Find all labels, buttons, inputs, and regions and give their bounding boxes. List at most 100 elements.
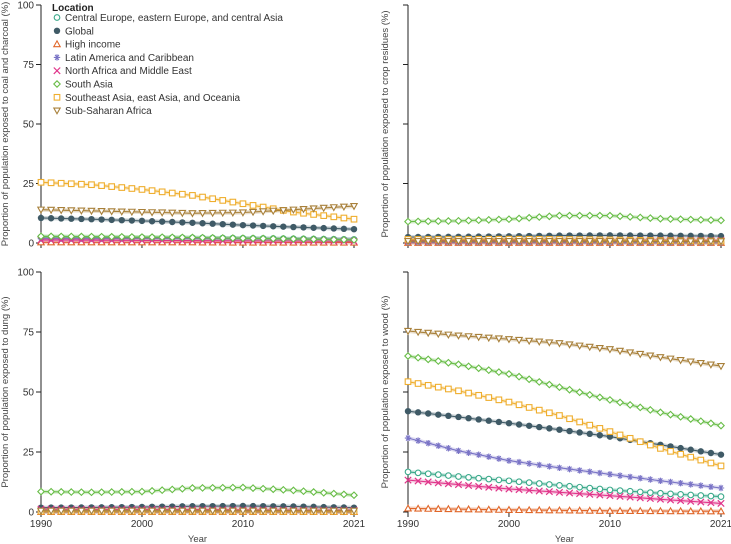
- data-point: [616, 492, 624, 501]
- data-point: [465, 389, 472, 397]
- y-tick-label: 0: [28, 239, 34, 250]
- data-point: [656, 214, 665, 223]
- data-point: [208, 483, 217, 492]
- data-point: [168, 507, 177, 516]
- data-point: [555, 237, 564, 246]
- data-point: [218, 483, 227, 492]
- data-point: [289, 486, 298, 495]
- data-point: [199, 220, 206, 227]
- legend-label: Sub-Saharan Africa: [65, 106, 152, 117]
- data-point: [576, 483, 583, 491]
- data-point: [269, 234, 278, 243]
- data-point: [158, 188, 166, 196]
- data-point: [455, 413, 462, 421]
- data-point: [596, 491, 604, 499]
- data-point: [606, 492, 614, 500]
- data-point: [289, 206, 298, 215]
- data-point: [656, 354, 665, 362]
- data-point: [716, 362, 726, 371]
- data-point: [209, 220, 216, 227]
- data-point: [319, 507, 328, 516]
- data-point: [646, 405, 655, 414]
- data-point: [138, 186, 146, 193]
- data-point: [505, 485, 513, 493]
- data-point: [565, 385, 574, 394]
- data-point: [626, 212, 635, 221]
- data-point: [258, 208, 268, 216]
- data-point: [464, 481, 473, 490]
- data-point: [107, 232, 116, 241]
- data-point: [77, 207, 86, 215]
- data-point: [228, 507, 237, 516]
- legend-item-ssa: Sub-Saharan Africa: [52, 106, 152, 117]
- data-point: [585, 343, 594, 352]
- data-point: [687, 446, 694, 453]
- data-point: [117, 208, 126, 216]
- data-point: [706, 361, 716, 369]
- data-point: [310, 224, 317, 231]
- data-point: [666, 496, 675, 504]
- data-point: [414, 477, 422, 485]
- data-point: [168, 209, 177, 218]
- data-point: [339, 490, 348, 499]
- data-point: [667, 232, 674, 239]
- data-point: [657, 445, 664, 452]
- series-ce: [404, 468, 725, 500]
- y-tick-label: 25: [23, 448, 35, 459]
- data-point: [595, 211, 604, 220]
- data-point: [403, 237, 413, 246]
- data-point: [656, 408, 665, 417]
- data-point: [484, 366, 493, 375]
- data-point: [238, 209, 248, 217]
- data-point: [505, 420, 513, 427]
- data-point: [404, 434, 412, 442]
- data-point: [687, 491, 695, 499]
- data-point: [249, 234, 258, 243]
- data-point: [464, 504, 473, 513]
- data-point: [464, 237, 473, 246]
- data-point: [636, 213, 645, 222]
- data-point: [404, 468, 412, 476]
- data-point: [717, 499, 725, 507]
- data-point: [595, 393, 604, 402]
- data-point: [434, 504, 443, 512]
- data-point: [208, 507, 217, 516]
- y-tick-label: 75: [23, 60, 35, 71]
- data-point: [595, 344, 604, 353]
- data-point: [676, 506, 685, 515]
- data-point: [646, 214, 655, 223]
- data-point: [158, 486, 167, 495]
- data-point: [575, 342, 584, 351]
- data-point: [484, 334, 493, 343]
- data-point: [535, 480, 543, 487]
- panel-crop-residues: Proportion of population exposed to crop…: [380, 4, 726, 248]
- data-point: [37, 232, 45, 241]
- data-point: [625, 349, 635, 357]
- data-point: [178, 209, 187, 218]
- data-point: [575, 237, 584, 246]
- legend-title: Location: [52, 3, 94, 14]
- data-point: [696, 506, 705, 515]
- series-ssa: [403, 327, 726, 371]
- data-point: [637, 475, 644, 482]
- data-point: [585, 237, 594, 246]
- data-point: [615, 238, 625, 246]
- data-point: [36, 507, 46, 516]
- data-point: [625, 238, 635, 246]
- data-point: [128, 217, 136, 224]
- data-point: [606, 486, 614, 494]
- data-point: [279, 234, 288, 243]
- data-point: [536, 461, 543, 469]
- data-point: [67, 232, 76, 241]
- data-point: [67, 207, 76, 215]
- data-point: [475, 391, 483, 399]
- data-point: [455, 473, 462, 480]
- panel-coal-charcoal: 0 25 50 75 100 Proportion of population expos…: [0, 1, 359, 250]
- data-point: [178, 484, 187, 493]
- data-point: [667, 490, 674, 498]
- data-point: [413, 237, 423, 246]
- data-point: [454, 216, 463, 225]
- data-point: [515, 478, 523, 486]
- data-point: [349, 507, 359, 516]
- y-tick-label: 0: [28, 508, 34, 519]
